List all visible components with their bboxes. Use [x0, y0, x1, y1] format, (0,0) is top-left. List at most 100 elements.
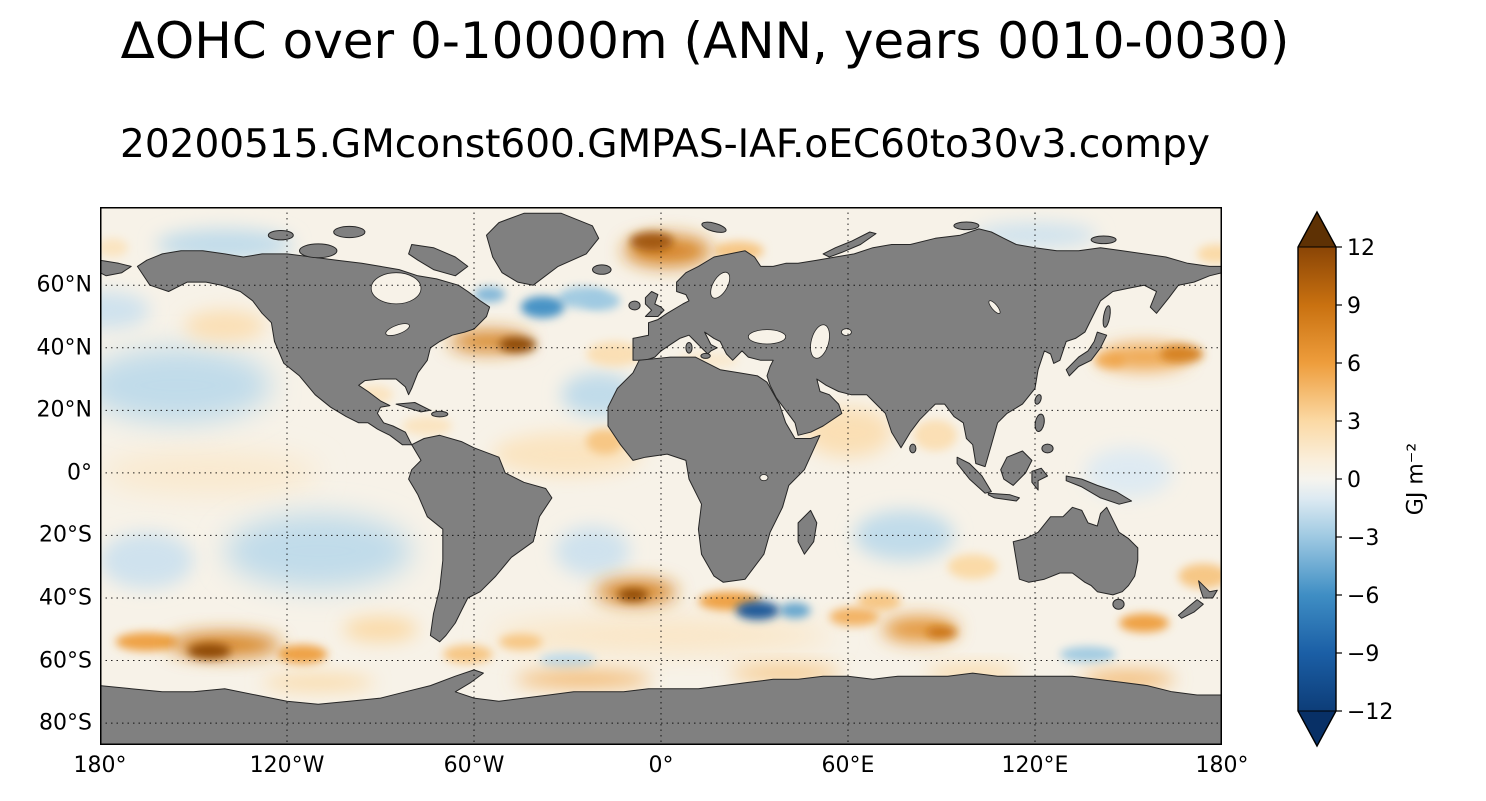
map-plot: [100, 207, 1222, 745]
colorbar-tick-label: −6: [1347, 584, 1379, 609]
landmass-chukotka-west: [100, 259, 132, 277]
island: [1041, 443, 1054, 454]
ocean-anomaly-patch: [520, 296, 565, 318]
ocean-anomaly-patch: [735, 601, 780, 620]
ocean-anomaly-patch: [262, 674, 375, 691]
landmass-sumatra: [956, 456, 992, 494]
island: [1102, 305, 1111, 328]
landmass-new-zealand-south: [1177, 599, 1204, 619]
ocean-anomaly-patch: [1059, 646, 1117, 663]
x-tick-label: 0°: [648, 753, 674, 778]
ocean-anomaly-patch: [100, 532, 194, 589]
island: [431, 410, 449, 418]
ocean-anomaly-patch: [1178, 563, 1222, 589]
island: [592, 264, 612, 275]
ocean-anomaly-patch: [617, 588, 649, 602]
landmass-australia: [1012, 506, 1139, 596]
x-tick-label: 60°E: [821, 753, 875, 778]
landmass-antarctica: [100, 669, 1222, 745]
y-tick-label: 60°N: [36, 272, 92, 298]
colorbar-gradient: [1298, 247, 1336, 711]
ocean-anomaly-patch: [224, 513, 412, 589]
land-layer: [100, 212, 1222, 745]
colorbar-tick-label: 3: [1347, 410, 1361, 435]
ocean-anomaly-patch: [499, 634, 543, 650]
landmass-south-america: [408, 434, 553, 643]
colorbar-tick-label: −3: [1347, 526, 1379, 551]
lake: [810, 324, 830, 359]
landmass-cuba: [395, 402, 431, 413]
island: [333, 225, 366, 239]
ocean-anomaly-patch: [857, 591, 901, 611]
colorbar-tick-label: −12: [1347, 700, 1393, 725]
landmass-novaya-zemlya: [822, 231, 877, 258]
figure-title: ΔOHC over 0-10000m (ANN, years 0010-0030…: [120, 12, 1290, 70]
island: [1034, 394, 1042, 405]
colorbar-tick-label: 9: [1347, 294, 1361, 319]
landmass-new-zealand-north: [1198, 580, 1218, 599]
run-name-subtitle: 20200515.GMconst600.GMPAS-IAF.oEC60to30v…: [120, 122, 1210, 167]
ocean-anomaly-patch: [100, 238, 129, 258]
y-tick-label: 60°S: [39, 648, 92, 674]
ocean-anomaly-patch: [583, 291, 621, 311]
ocean-anomaly-patch: [187, 643, 231, 659]
map-frame: [100, 207, 1222, 745]
ocean-anomaly-patch: [402, 416, 453, 436]
ocean-anomaly-patch: [829, 607, 880, 627]
colorbar-tick-label: 6: [1347, 352, 1361, 377]
ocean-anomaly-patch: [489, 619, 833, 652]
colorbar-label: GJ m⁻²: [1403, 442, 1429, 516]
y-tick-label: 40°N: [36, 335, 92, 361]
ocean-anomaly-patch: [779, 602, 811, 619]
ocean-anomaly-patch: [1119, 613, 1169, 633]
ocean-anomaly-patch: [100, 347, 272, 423]
island: [299, 243, 338, 259]
landmass-madagascar: [797, 509, 818, 555]
y-tick-label: 20°S: [39, 522, 92, 548]
colorbar-under-arrow: [1298, 711, 1336, 746]
colorbar-tick-label: −9: [1347, 642, 1379, 667]
ocean-anomaly-patch: [1197, 244, 1222, 264]
ocean-anomaly-patch: [1159, 344, 1204, 364]
ocean-anomaly-patch: [913, 419, 958, 451]
lake: [747, 329, 787, 345]
island: [909, 443, 917, 454]
landmass-borneo: [1000, 450, 1033, 486]
colorbar: 12 9 6 3 0 −3 −6 −9 −12: [1297, 210, 1393, 748]
ocean-anomaly-patch: [184, 310, 266, 342]
x-tick-label: 120°W: [249, 753, 325, 778]
y-tick-label: 0°: [67, 460, 92, 486]
island: [1090, 235, 1117, 245]
island: [953, 221, 980, 231]
landmass-eurasia: [632, 228, 1222, 468]
lake: [988, 300, 1001, 314]
landmass-java: [987, 492, 1020, 502]
world-map: [100, 207, 1222, 745]
ocean-anomaly-patch: [514, 671, 652, 688]
island: [267, 230, 294, 241]
landmass-greenland: [486, 212, 600, 286]
ocean-anomaly-patch: [947, 554, 998, 580]
y-tick-label: 20°N: [36, 397, 92, 423]
x-tick-label: 180°: [1195, 753, 1249, 778]
y-tick-label: 40°S: [39, 585, 92, 611]
graticule-layer: [100, 207, 1222, 745]
lake: [385, 323, 410, 336]
landmass-sulawesi: [1031, 467, 1048, 491]
landmass-new-guinea: [1065, 475, 1133, 505]
ocean-anomaly-patch: [474, 286, 506, 303]
ocean-anomaly-patch: [555, 526, 630, 577]
colorbar-over-arrow: [1298, 212, 1336, 247]
ocean-anomaly-patch: [498, 336, 537, 353]
lake: [759, 474, 769, 482]
lake: [841, 328, 852, 336]
ocean-anomaly-patch: [100, 451, 319, 495]
x-tick-label: 120°E: [1001, 753, 1069, 778]
island: [1112, 598, 1125, 610]
colorbar-tick-label: 12: [1347, 236, 1375, 261]
island: [701, 221, 727, 233]
island: [628, 300, 641, 311]
lake: [710, 271, 731, 299]
landmass-africa: [607, 356, 821, 583]
